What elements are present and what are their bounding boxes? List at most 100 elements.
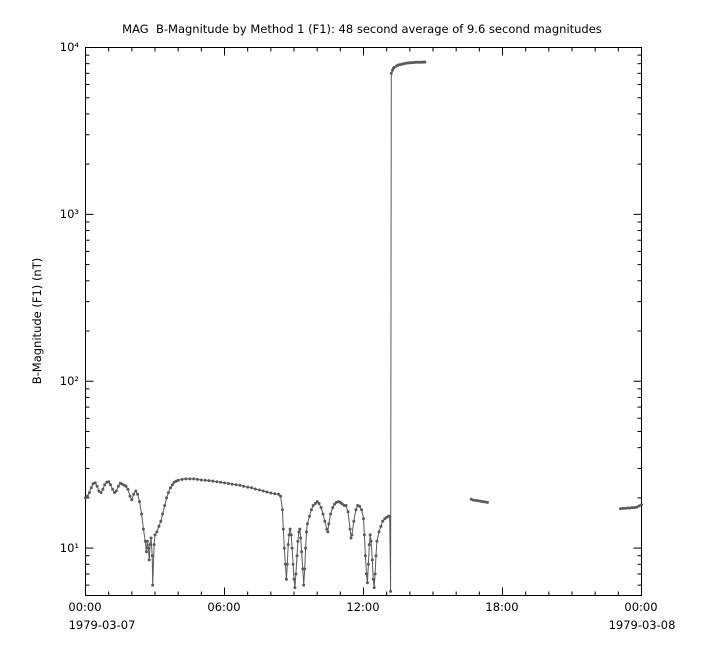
data-point (109, 483, 112, 487)
data-point (184, 477, 188, 481)
data-point (97, 489, 101, 493)
data-point (128, 494, 132, 498)
data-point (150, 554, 154, 558)
data-point (288, 527, 292, 531)
data-point (309, 508, 313, 512)
data-point (362, 533, 366, 537)
data-point (626, 506, 630, 510)
data-point (349, 536, 353, 540)
data-point (377, 530, 381, 534)
data-point (358, 504, 362, 508)
data-point (389, 71, 393, 75)
data-point (313, 502, 317, 505)
data-point (285, 562, 289, 566)
data-point (375, 539, 379, 543)
data-point (107, 480, 111, 484)
data-point (621, 506, 625, 510)
data-point (116, 484, 120, 488)
data-point (469, 497, 473, 501)
data-point (141, 527, 145, 531)
y-tick-label-1e1: 10¹ (59, 541, 79, 555)
data-point (111, 487, 115, 491)
data-point (188, 477, 192, 481)
data-point (370, 558, 374, 562)
data-point (365, 572, 368, 576)
data-point (145, 539, 149, 543)
data-point (226, 482, 230, 485)
data-point (354, 508, 358, 512)
y-tick-label-1e3: 10³ (59, 207, 79, 221)
data-point (305, 530, 308, 534)
data-point (630, 506, 634, 510)
data-point (166, 491, 170, 495)
data-point (323, 519, 327, 523)
data-point (346, 510, 350, 514)
data-point (273, 492, 277, 496)
data-point (331, 506, 335, 510)
data-point (366, 562, 370, 566)
data-point (250, 486, 254, 490)
data-point (290, 546, 294, 550)
data-point (311, 504, 315, 507)
data-point (363, 554, 367, 558)
data-point (253, 487, 257, 491)
data-point (211, 479, 215, 483)
data-point (303, 567, 307, 571)
data-point (295, 554, 299, 558)
data-point (633, 506, 636, 510)
data-point (302, 583, 306, 587)
data-point (381, 519, 385, 523)
data-point (230, 482, 234, 486)
series-line-main-day-segment (85, 61, 425, 592)
data-point (157, 524, 161, 528)
data-point (483, 500, 487, 504)
data-point (170, 483, 174, 487)
data-point (234, 483, 238, 487)
data-point (126, 487, 130, 491)
data-point (281, 527, 285, 531)
data-point (628, 506, 632, 510)
data-point (299, 536, 303, 540)
data-point (344, 504, 348, 507)
data-point (292, 577, 296, 581)
data-point (87, 491, 91, 495)
data-point (327, 522, 331, 526)
chart-title: MAG B-Magnitude by Method 1 (F1): 48 sec… (122, 22, 602, 36)
data-point (84, 496, 87, 500)
data-point (293, 586, 297, 590)
data-point (360, 508, 364, 512)
data-point (280, 508, 284, 512)
data-point (159, 519, 163, 523)
data-point (148, 543, 152, 547)
data-point (153, 533, 157, 537)
data-point (350, 533, 354, 537)
data-point (265, 490, 269, 494)
y-tick-label-1e4: 10⁴ (59, 40, 79, 54)
data-point (379, 524, 383, 528)
y-tick-label-1e2: 10² (59, 374, 79, 388)
data-point (147, 558, 151, 562)
data-point (289, 533, 293, 537)
data-point (277, 492, 280, 496)
data-point (287, 533, 291, 537)
data-point (286, 543, 290, 547)
data-point (479, 499, 482, 503)
x-tick-label-0000: 00:00 (68, 600, 102, 614)
data-point (246, 485, 250, 489)
data-point (192, 477, 196, 481)
data-point (95, 484, 99, 488)
data-point (140, 512, 144, 516)
data-point (321, 512, 325, 516)
x-tick-label-1800: 18:00 (485, 600, 519, 614)
data-point (163, 504, 167, 507)
data-point (161, 512, 165, 516)
data-point (180, 477, 184, 481)
data-point (325, 527, 329, 531)
data-point (215, 480, 219, 484)
data-point (136, 492, 140, 496)
data-point (85, 494, 89, 498)
data-point (297, 530, 301, 534)
data-point (207, 479, 211, 483)
data-point (155, 530, 159, 534)
data-point (269, 491, 273, 495)
